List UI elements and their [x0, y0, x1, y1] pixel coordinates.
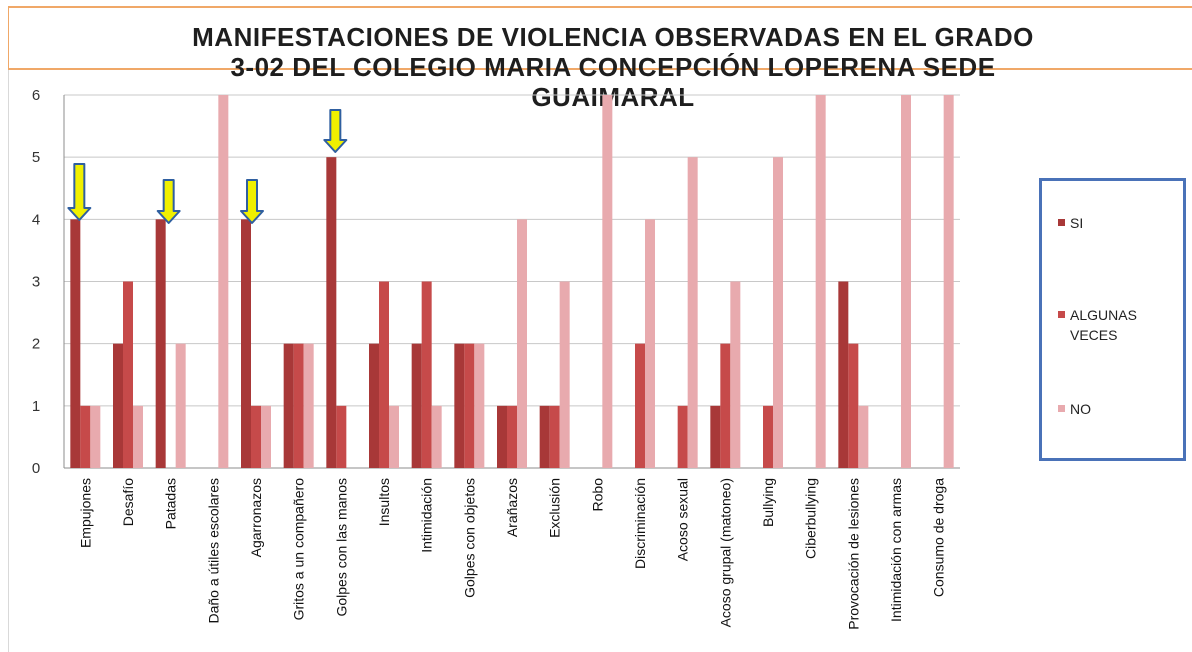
- category-label: Consumo de droga: [931, 478, 947, 597]
- category-label: Provocación de lesiones: [845, 478, 861, 630]
- category-label: Bullying: [760, 478, 776, 527]
- bar-no: [559, 281, 570, 468]
- bar-si: [710, 405, 721, 468]
- category-label: Empujones: [77, 478, 93, 548]
- bar-si: [241, 219, 251, 468]
- highlight-arrow-icon: [156, 179, 181, 224]
- bar-no: [474, 343, 485, 468]
- bar-algunas-veces: [80, 405, 91, 468]
- bar-si: [283, 343, 294, 468]
- category-label: Ciberbullying: [803, 478, 819, 559]
- y-tick-label: 4: [32, 211, 40, 228]
- chart-left-border: [8, 70, 9, 652]
- bar-si: [454, 343, 465, 468]
- category-label: Golpes con objetos: [461, 478, 477, 598]
- y-tick-label: 1: [32, 398, 40, 415]
- bar-no: [943, 95, 954, 468]
- bar-no: [431, 405, 442, 468]
- bar-no: [730, 281, 741, 468]
- bar-si: [539, 405, 550, 468]
- legend-label: SI: [1070, 215, 1084, 231]
- bar-algunas-veces: [123, 281, 133, 468]
- category-label: Agarronazos: [248, 478, 264, 557]
- bar-algunas-veces: [549, 405, 560, 468]
- y-tick-label: 3: [32, 274, 40, 291]
- category-label: Acoso grupal (matoneo): [717, 478, 733, 627]
- chart-title: MANIFESTACIONES DE VIOLENCIA OBSERVADAS …: [192, 22, 1034, 112]
- bar-algunas-veces: [379, 281, 389, 468]
- y-tick-label: 6: [32, 87, 40, 104]
- bar-no: [90, 405, 101, 468]
- bar-si: [70, 219, 81, 468]
- category-label: Discriminación: [632, 478, 648, 569]
- bar-si: [369, 343, 379, 468]
- bar-si: [113, 343, 123, 468]
- legend: SI ALGUNAS VECES NO: [1039, 178, 1186, 461]
- bar-no: [858, 405, 869, 468]
- y-tick-label: 0: [32, 460, 40, 477]
- bar-no: [517, 219, 527, 468]
- y-tick-label: 5: [32, 149, 40, 166]
- category-label: Golpes con las manos: [333, 478, 349, 617]
- highlight-arrow-icon: [323, 109, 348, 153]
- category-label: Desafío: [120, 478, 136, 526]
- bar-no: [815, 95, 826, 468]
- bar-no: [303, 343, 314, 468]
- title-box: MANIFESTACIONES DE VIOLENCIA OBSERVADAS …: [8, 6, 1192, 112]
- bar-algunas-veces: [677, 405, 688, 468]
- bar-no: [133, 405, 143, 468]
- category-label: Robo: [589, 478, 605, 512]
- bar-no: [218, 95, 229, 468]
- bar-no: [901, 95, 911, 468]
- category-label: Intimidación con armas: [888, 478, 904, 622]
- bar-algunas-veces: [464, 343, 475, 468]
- category-label: Gritos a un compañero: [291, 478, 307, 621]
- bar-no: [175, 343, 186, 468]
- category-label: Daño a útiles escolares: [205, 478, 221, 624]
- bar-si: [838, 281, 849, 468]
- legend-label: NO: [1070, 401, 1091, 417]
- bar-si: [326, 157, 337, 468]
- bar-algunas-veces: [720, 343, 731, 468]
- category-label: Intimidación: [419, 478, 435, 553]
- category-label: Arañazos: [504, 478, 520, 537]
- bar-no: [773, 157, 783, 468]
- bar-si: [155, 219, 166, 468]
- bar-algunas-veces: [251, 405, 261, 468]
- bar-si: [497, 405, 507, 468]
- bar-algunas-veces: [848, 343, 859, 468]
- bar-si: [411, 343, 422, 468]
- bar-no: [602, 95, 613, 468]
- bar-algunas-veces: [421, 281, 432, 468]
- y-tick-label: 2: [32, 336, 40, 353]
- bar-no: [687, 157, 698, 468]
- highlight-arrow-icon: [240, 179, 264, 224]
- category-label: Exclusión: [547, 478, 563, 538]
- bar-algunas-veces: [336, 405, 347, 468]
- bar-no: [261, 405, 271, 468]
- category-label: Acoso sexual: [675, 478, 691, 561]
- legend-swatch-si: [1058, 219, 1065, 226]
- legend-swatch-algunas-veces: [1058, 311, 1065, 318]
- bar-algunas-veces: [635, 343, 645, 468]
- bar-algunas-veces: [507, 405, 517, 468]
- category-label: Insultos: [376, 478, 392, 526]
- bar-algunas-veces: [293, 343, 304, 468]
- bar-no: [645, 219, 655, 468]
- bar-algunas-veces: [763, 405, 773, 468]
- legend-swatch-no: [1058, 405, 1065, 412]
- bar-no: [389, 405, 399, 468]
- legend-label: ALGUNAS VECES: [1070, 307, 1137, 343]
- highlight-arrow-icon: [67, 163, 92, 221]
- category-label: Patadas: [163, 478, 179, 529]
